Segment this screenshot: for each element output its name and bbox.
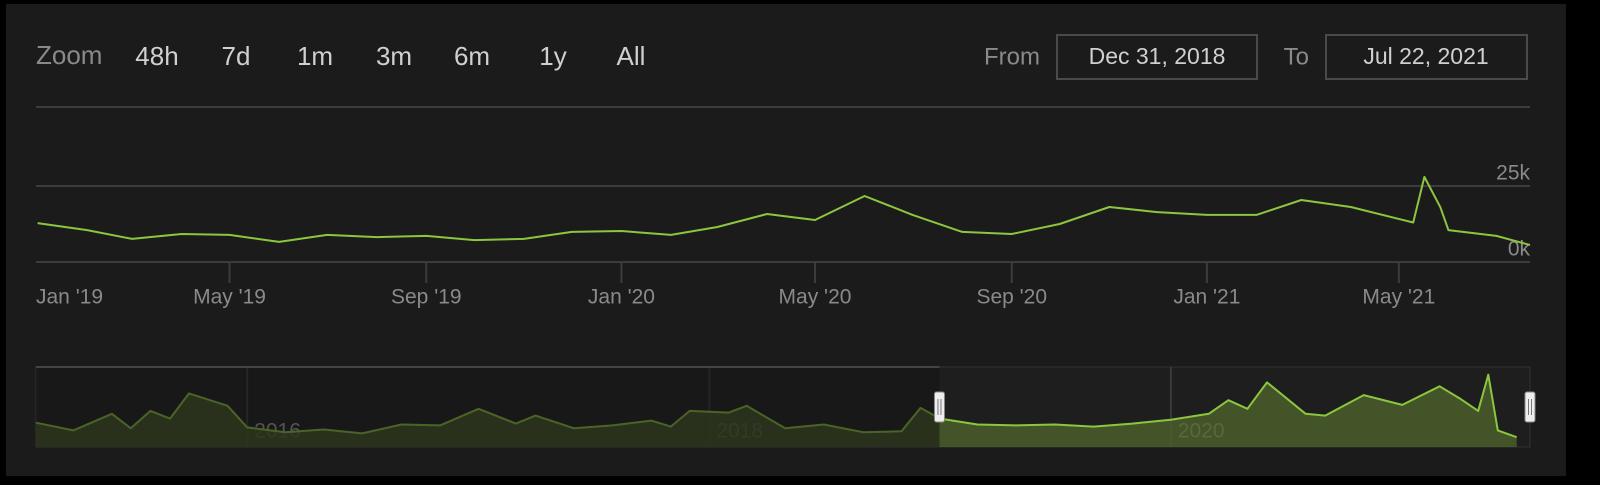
zoom-button[interactable]: 6m [454,41,490,71]
y-tick-label: 0k [1508,238,1531,261]
zoom-button[interactable]: 3m [376,41,412,71]
to-input[interactable] [1325,34,1528,80]
zoom-button[interactable]: 1m [297,41,333,71]
x-tick-label: Jan '19 [36,286,103,309]
from-label: From [984,43,1040,70]
navigator-handle[interactable] [933,391,945,423]
x-tick-label: May '19 [193,286,266,309]
x-tick-label: Sep '20 [976,286,1047,309]
navigator-handle[interactable] [1524,391,1536,423]
zoom-button[interactable]: All [617,41,646,71]
from-date[interactable]: Dec 31, 2018 [1089,43,1226,69]
navigator-mask [36,367,940,447]
to-date[interactable]: Jul 22, 2021 [1363,43,1488,69]
x-tick-label: Sep '19 [391,286,462,309]
zoom-button[interactable]: 7d [222,41,251,71]
x-tick-label: Jan '20 [588,286,655,309]
to-label: To [1284,43,1309,70]
y-tick-label: 25k [1496,162,1530,185]
zoom-label: Zoom [36,40,102,70]
zoom-button[interactable]: 48h [135,41,178,71]
series-line [37,175,1531,246]
zoom-button[interactable]: 1y [539,41,566,71]
x-tick-label: May '20 [779,286,852,309]
from-input[interactable] [1056,34,1258,80]
x-tick-label: Jan '21 [1173,286,1240,309]
x-tick-label: May '21 [1362,286,1435,309]
